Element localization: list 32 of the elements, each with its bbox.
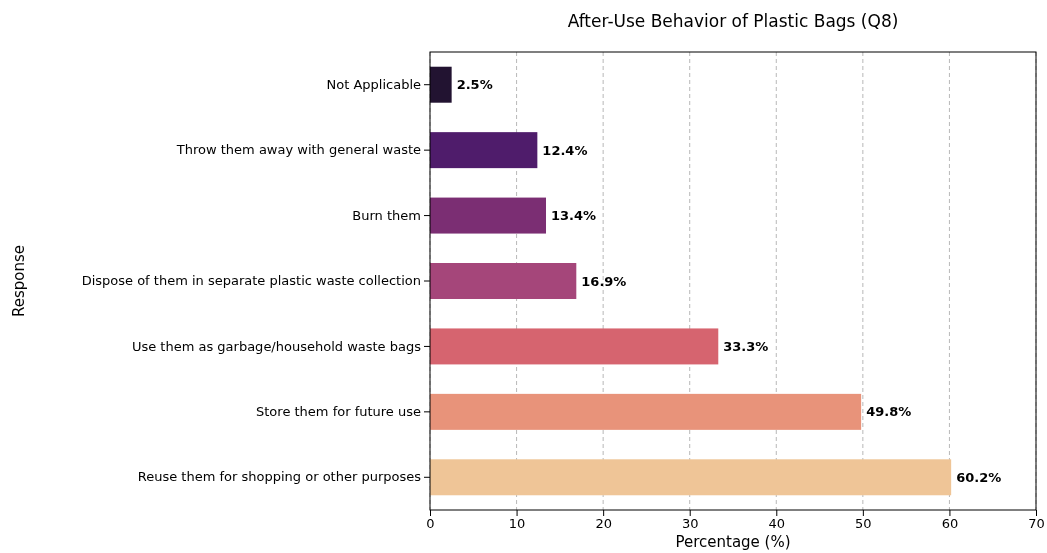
y-tick-label: Dispose of them in separate plastic waste collection xyxy=(81,273,421,289)
bar xyxy=(430,263,577,299)
bar xyxy=(430,132,538,169)
y-tick-label: Reuse them for shopping or other purposes xyxy=(137,469,422,485)
data-label: 2.5% xyxy=(456,77,493,93)
bar xyxy=(430,328,719,365)
data-label: 12.4% xyxy=(542,142,588,158)
x-tick-label: 0 xyxy=(426,516,435,532)
x-tick-label: 50 xyxy=(855,516,872,532)
data-label: 13.4% xyxy=(551,208,597,224)
bar xyxy=(430,393,862,430)
data-label: 33.3% xyxy=(723,338,769,354)
y-tick-label: Throw them away with general waste xyxy=(175,142,421,158)
y-axis-title: Response xyxy=(10,244,28,318)
y-tick-label: Use them as garbage/household waste bags xyxy=(131,338,422,354)
x-tick-label: 40 xyxy=(768,516,786,532)
y-tick-label: Not Applicable xyxy=(326,76,421,92)
bar xyxy=(430,459,952,496)
x-tick-label: 20 xyxy=(595,516,612,532)
y-tick-label: Burn them xyxy=(352,207,421,223)
chart-title: After-Use Behavior of Plastic Bags (Q8) xyxy=(567,11,899,31)
y-tick-label: Store them for future use xyxy=(256,404,421,420)
data-label: 60.2% xyxy=(956,469,1002,485)
data-label: 16.9% xyxy=(581,273,627,289)
x-tick-label: 60 xyxy=(941,516,959,532)
x-axis-title: Percentage (%) xyxy=(675,533,791,551)
data-label: 49.8% xyxy=(866,404,912,420)
x-tick-label: 10 xyxy=(508,516,526,532)
x-tick-label: 30 xyxy=(681,516,699,532)
bar xyxy=(430,66,452,103)
bar xyxy=(430,197,547,234)
x-tick-label: 70 xyxy=(1028,516,1045,532)
